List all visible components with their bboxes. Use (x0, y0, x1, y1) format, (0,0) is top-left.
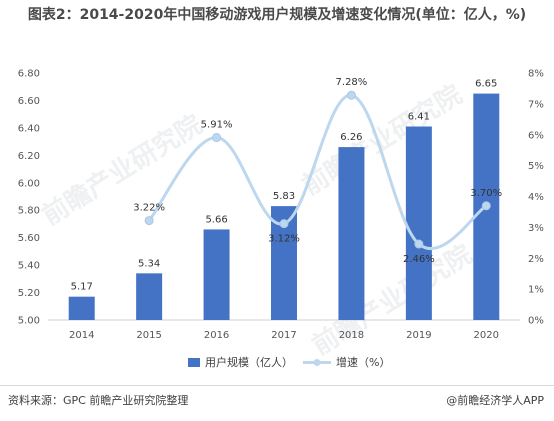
y-right-tick-label: 7% (528, 99, 544, 110)
footer-divider (0, 385, 554, 386)
y-right-tick-label: 0% (528, 316, 544, 327)
growth-rate-point (346, 90, 356, 100)
y-left-tick-label: 5.60 (18, 233, 40, 244)
bar-data-label: 5.66 (205, 214, 227, 225)
bar (203, 229, 230, 320)
y-right-tick-label: 6% (528, 130, 544, 141)
bar (338, 147, 365, 320)
y-right-tick-label: 5% (528, 161, 544, 172)
bar-data-label: 5.83 (273, 191, 295, 202)
growth-rate-point (481, 201, 491, 211)
growth-rate-point (414, 239, 424, 249)
line-data-label: 3.70% (470, 188, 502, 199)
line-data-label: 3.12% (268, 234, 300, 245)
legend-line-label: 增速（%） (336, 355, 390, 369)
y-right-tick-label: 8% (528, 69, 544, 80)
line-data-label: 5.91% (201, 120, 233, 131)
x-tick-label: 2016 (204, 330, 229, 341)
growth-rate-line (147, 93, 488, 251)
growth-rate-point (144, 216, 154, 226)
bar-data-label: 5.17 (71, 282, 93, 293)
y-left-tick-label: 6.80 (18, 69, 40, 80)
y-left-tick-label: 6.00 (18, 178, 40, 189)
bar (136, 273, 163, 320)
line-data-label: 2.46% (403, 254, 435, 265)
growth-rate-point (212, 133, 222, 143)
legend-line-marker (313, 359, 321, 366)
bar-data-label: 6.26 (340, 132, 362, 143)
line-data-label: 3.22% (133, 203, 165, 214)
brand-credit: @前瞻经济学人APP (446, 394, 544, 407)
y-left-tick-label: 6.20 (18, 151, 40, 162)
bar (405, 126, 432, 321)
bar-data-label: 6.41 (408, 112, 430, 123)
x-tick-label: 2019 (406, 330, 431, 341)
y-right-tick-label: 2% (528, 254, 544, 265)
y-right-tick-label: 3% (528, 223, 544, 234)
growth-rate-point (279, 219, 289, 229)
x-tick-label: 2017 (271, 330, 296, 341)
bar (68, 296, 95, 320)
bar-data-label: 6.65 (475, 79, 497, 90)
y-left-tick-label: 5.40 (18, 261, 40, 272)
y-right-tick-label: 4% (528, 192, 544, 203)
line-data-label: 7.28% (336, 77, 368, 88)
legend-bar-label: 用户规模（亿人） (205, 355, 293, 369)
x-tick-label: 2020 (474, 330, 499, 341)
legend-bar-swatch (188, 358, 200, 367)
y-right-tick-label: 1% (528, 285, 544, 296)
y-left-tick-label: 6.40 (18, 123, 40, 134)
y-left-tick-label: 5.80 (18, 206, 40, 217)
x-tick-label: 2014 (69, 330, 94, 341)
source-note: 资料来源：GPC 前瞻产业研究院整理 (8, 394, 189, 407)
bar-data-label: 5.34 (138, 258, 160, 269)
x-tick-label: 2015 (136, 330, 161, 341)
y-left-tick-label: 5.20 (18, 288, 40, 299)
y-left-tick-label: 5.00 (18, 316, 40, 327)
x-tick-label: 2018 (339, 330, 364, 341)
chart-title: 图表2：2014-2020年中国移动游戏用户规模及增速变化情况(单位：亿人，%) (27, 7, 527, 23)
y-left-tick-label: 6.60 (18, 96, 40, 107)
